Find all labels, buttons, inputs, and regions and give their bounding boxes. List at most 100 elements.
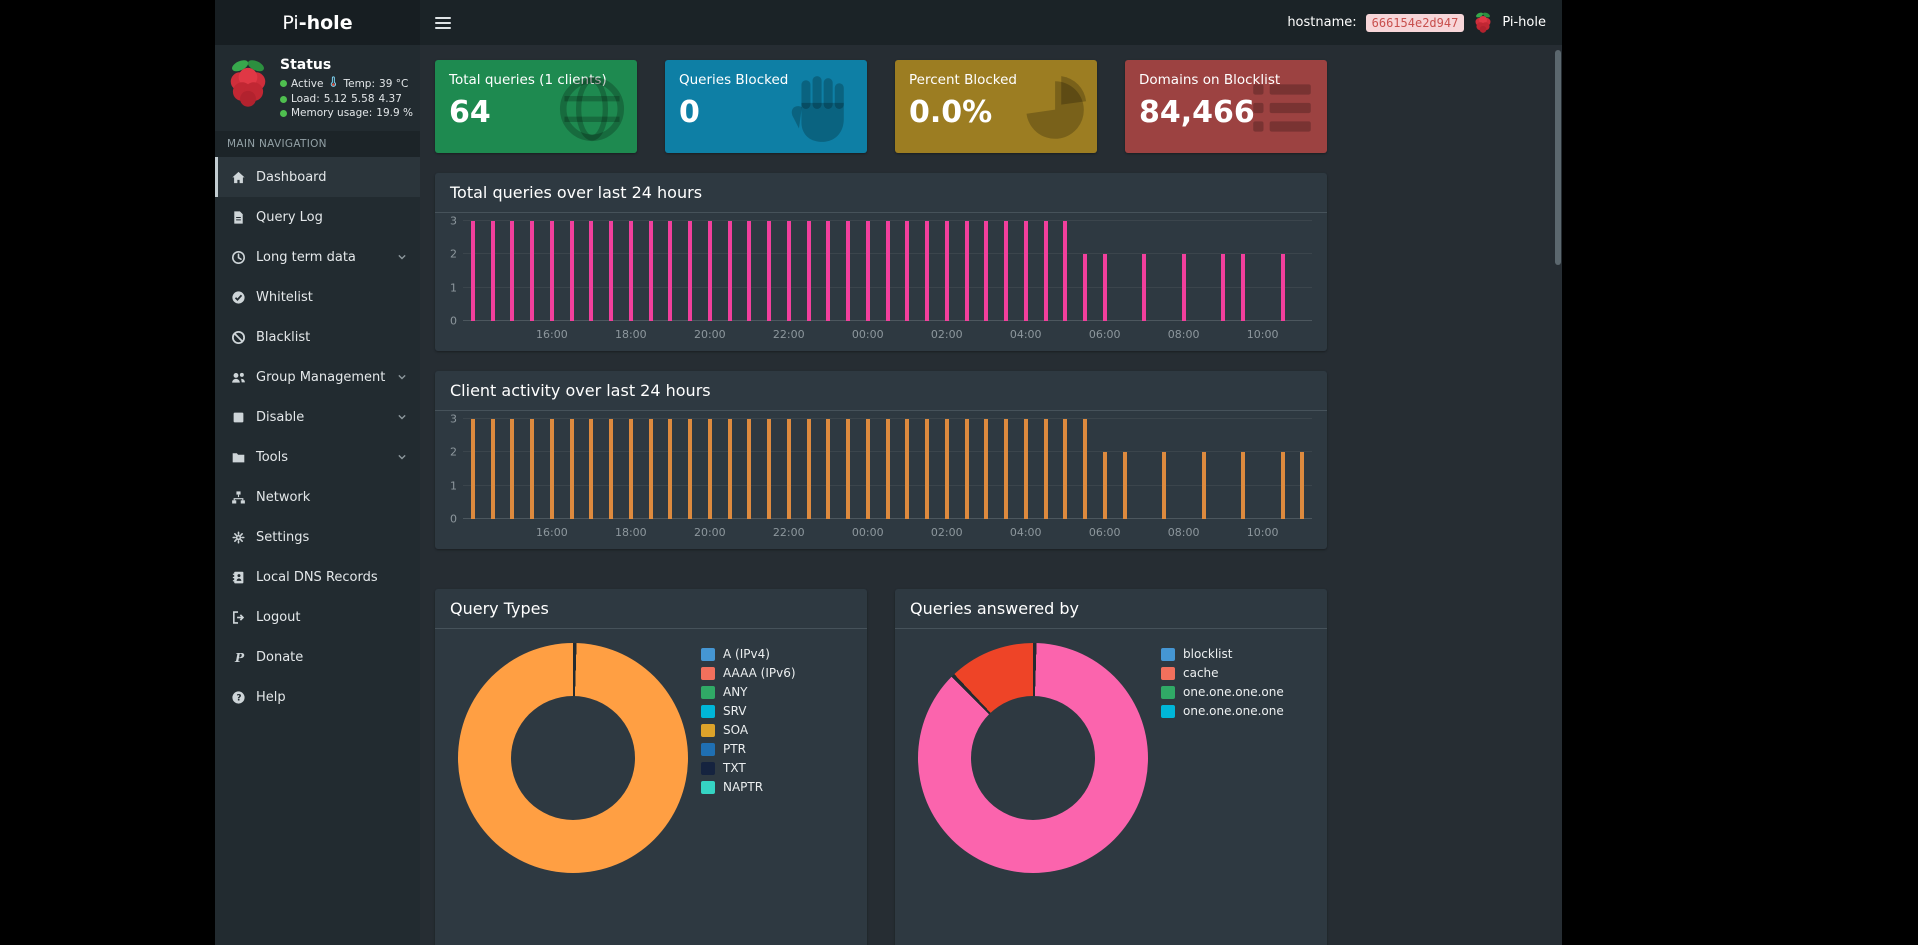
sidebar-item-label: Help [256,689,286,705]
sidebar-item-whitelist[interactable]: Whitelist [215,277,420,317]
sidebar-item-label: Local DNS Records [256,569,378,585]
sidebar-item-label: Group Management [256,369,386,385]
sidebar-item-network[interactable]: Network [215,477,420,517]
memory-value: 19.9 % [376,107,413,119]
status-info: Status Active Temp: 39 °C Load: 5.12 5.5… [280,57,413,119]
stat-card-label: Queries Blocked [679,72,789,88]
legend-label: blocklist [1183,647,1233,661]
legend-item[interactable]: A (IPv4) [701,647,852,661]
stop-icon [230,410,247,425]
sidebar-item-local-dns-records[interactable]: Local DNS Records [215,557,420,597]
legend-item[interactable]: TXT [701,761,852,775]
temp-value: 39 °C [379,77,409,90]
stat-card-label: Domains on Blocklist [1139,72,1281,88]
sign-out-icon [230,610,247,625]
legend-item[interactable]: one.one.one.one [1161,704,1312,718]
legend-item[interactable]: ANY [701,685,852,699]
queries-answered-by-donut-chart[interactable] [917,643,1148,873]
chevron-down-icon [396,371,408,383]
list-icon [1245,72,1319,150]
stat-card-value: 0 [679,95,700,130]
sidebar: Status Active Temp: 39 °C Load: 5.12 5.5… [215,45,420,945]
bars-icon [435,16,451,19]
legend-label: AAAA (IPv6) [723,666,796,680]
sidebar-item-label: Tools [256,449,289,465]
status-row-active: Active Temp: 39 °C [280,76,413,91]
status-dot-icon [280,80,287,87]
sidebar-item-label: Whitelist [256,289,313,305]
legend-swatch [1161,647,1175,661]
load-label: Load: [291,93,320,105]
legend-swatch [1161,666,1175,680]
check-circle-icon [230,290,247,305]
globe-icon [555,72,629,150]
query-types-legend: A (IPv4) AAAA (IPv6) ANY SRV SOA PTR TXT NAPTR [695,643,852,873]
sidebar-item-logout[interactable]: Logout [215,597,420,637]
sidebar-item-group-management[interactable]: Group Management [215,357,420,397]
legend-item[interactable]: blocklist [1161,647,1312,661]
sidebar-item-label: Network [256,489,311,505]
navbar-right: hostname: 666154e2d947 Pi-hole [1287,11,1562,34]
home-icon [230,170,247,185]
scrollbar-thumb[interactable] [1555,50,1561,265]
status-title: Status [280,57,332,73]
sidebar-toggle-button[interactable] [420,0,466,45]
load-value-15: 4.37 [378,93,402,105]
queries-answered-by-panel: Queries answered by blocklist cache one.on… [895,589,1327,945]
svg-text:?: ? [236,693,241,703]
status-dot-icon [280,109,287,117]
sidebar-item-tools[interactable]: Tools [215,437,420,477]
logo-text: Pi [282,11,299,34]
stat-card-label: Percent Blocked [909,72,1017,88]
status-panel: Status Active Temp: 39 °C Load: 5.12 5.5… [215,45,420,131]
sidebar-item-help[interactable]: ? Help [215,677,420,717]
svg-text:P: P [234,650,245,664]
legend-item[interactable]: NAPTR [701,780,852,794]
chevron-down-icon [396,411,408,423]
navbar-main: hostname: 666154e2d947 Pi-hole [420,0,1562,45]
hostname-badge: 666154e2d947 [1365,13,1465,32]
sidebar-item-label: Blacklist [256,329,311,345]
sidebar-item-dashboard[interactable]: Dashboard [215,157,420,197]
sidebar-item-long-term-data[interactable]: Long term data [215,237,420,277]
panel-title: Query Types [435,589,867,629]
sidebar-item-label: Logout [256,609,301,625]
legend-label: SOA [723,723,749,737]
raspberry-icon [1473,11,1493,34]
status-row-memory: Memory usage: 19.9 % [280,107,413,119]
legend-item[interactable]: SOA [701,723,852,737]
chevron-down-icon [396,451,408,463]
legend-item[interactable]: SRV [701,704,852,718]
memory-label: Memory usage: [291,107,373,119]
sidebar-item-label: Disable [256,409,305,425]
hand-icon [785,72,859,150]
legend-label: A (IPv4) [723,647,770,661]
sidebar-item-donate[interactable]: P Donate [215,637,420,677]
sidebar-item-settings[interactable]: Settings [215,517,420,557]
sidebar-item-disable[interactable]: Disable [215,397,420,437]
stat-card-queries-blocked: Queries Blocked 0 [665,60,867,153]
sidebar-item-blacklist[interactable]: Blacklist [215,317,420,357]
legend-item[interactable]: PTR [701,742,852,756]
legend-swatch [701,666,715,680]
legend-label: TXT [723,761,746,775]
status-row-load: Load: 5.12 5.58 4.37 [280,93,413,105]
main-layout: Status Active Temp: 39 °C Load: 5.12 5.5… [215,45,1562,945]
ban-icon [230,330,247,345]
legend-swatch [701,780,715,794]
legend-swatch [1161,685,1175,699]
queries-answered-by-legend: blocklist cache one.one.one.one one.one.one… [1155,643,1312,873]
query-types-donut-chart[interactable] [457,643,688,873]
app-logo[interactable]: Pi -hole [215,0,420,45]
legend-item[interactable]: one.one.one.one [1161,685,1312,699]
legend-swatch [1161,704,1175,718]
legend-item[interactable]: AAAA (IPv6) [701,666,852,680]
question-icon: ? [230,690,247,705]
nav-section-header: MAIN NAVIGATION [215,131,420,157]
sidebar-item-query-log[interactable]: Query Log [215,197,420,237]
legend-swatch [701,723,715,737]
legend-item[interactable]: cache [1161,666,1312,680]
